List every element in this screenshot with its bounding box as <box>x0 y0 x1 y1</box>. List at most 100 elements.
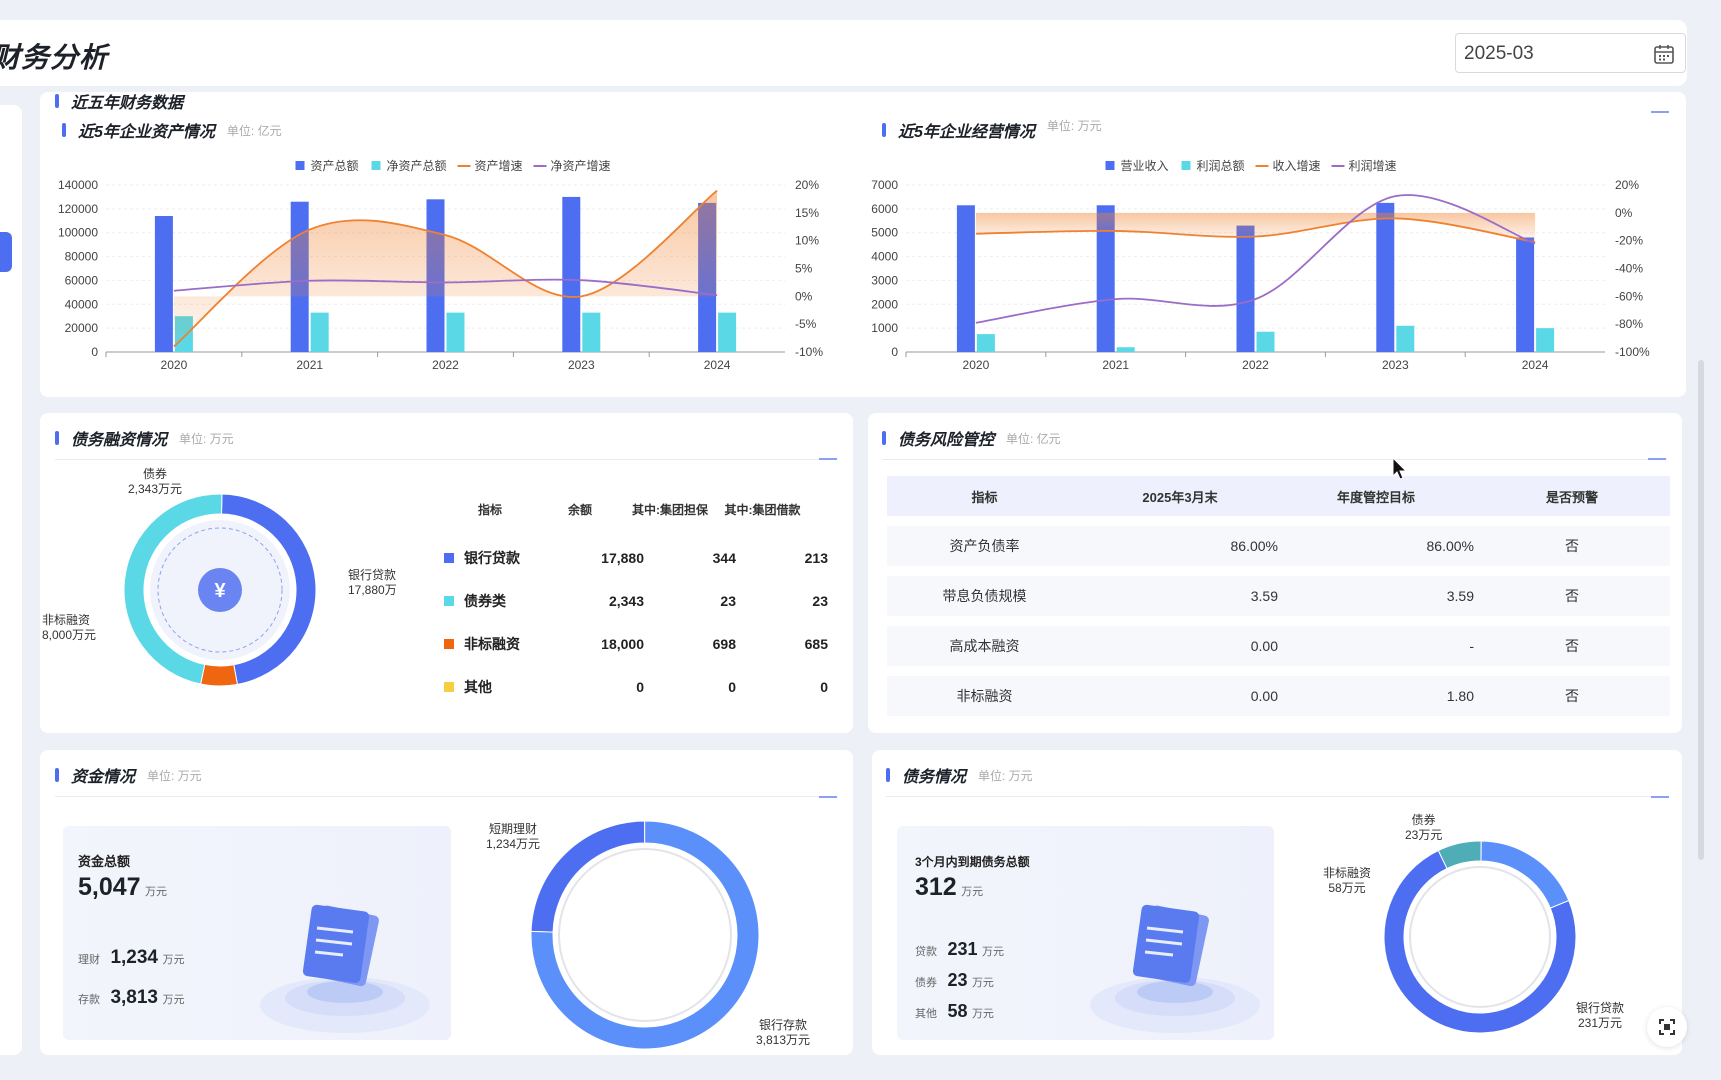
funds-header: 资金情况 单位: 万元 <box>55 763 202 787</box>
debt-financing-table-header: 指标 余额 其中:集团担保 其中:集团借款 <box>440 501 805 518</box>
row-guarantee: 23 <box>720 593 736 609</box>
y2-tick-label: 0% <box>795 289 813 303</box>
donut-slice <box>123 493 223 685</box>
row-name: 债券类 <box>464 593 506 609</box>
unit-label: 单位: 万元 <box>978 768 1033 783</box>
collapse-toggle[interactable] <box>1651 111 1669 113</box>
collapse-toggle[interactable] <box>819 458 837 460</box>
legend-swatch <box>295 161 305 170</box>
side-panel-tab[interactable] <box>0 232 12 272</box>
cell-march: 0.00 <box>1250 688 1278 704</box>
x-tick-label: 2024 <box>704 358 731 372</box>
y2-tick-label: -5% <box>795 317 817 331</box>
y2-tick-label: 20% <box>795 178 819 192</box>
x-tick-label: 2023 <box>568 358 595 372</box>
cell-target: - <box>1469 638 1474 654</box>
row-loan: 0 <box>820 679 828 695</box>
table-row: 银行贷款 17,880 344 213 <box>444 548 828 568</box>
bar <box>956 205 975 352</box>
y-tick-label: 40000 <box>65 297 99 311</box>
debt-financing-header: 债务融资情况 单位: 万元 <box>55 426 234 450</box>
fullscreen-button[interactable] <box>1647 1007 1687 1047</box>
debt-donut <box>1383 840 1577 1034</box>
funds-donut <box>530 820 760 1050</box>
side-panel <box>0 105 22 1055</box>
col-march: 2025年3月末 <box>1142 489 1218 505</box>
row-guarantee: 344 <box>712 550 736 566</box>
funds-total-label: 资金总额 <box>78 854 131 869</box>
cell-indicator: 高成本融资 <box>949 638 1020 654</box>
cell-warning: 否 <box>1565 588 1579 604</box>
section-title: 债务融资情况 <box>71 432 168 449</box>
divider <box>882 459 1667 460</box>
section-title: 债务情况 <box>902 769 967 786</box>
finance-five-year-header: 近五年财务数据 <box>55 89 183 113</box>
bar <box>1116 347 1135 352</box>
donut-label-bond: 债券 23万元 <box>1405 813 1443 842</box>
scrollbar[interactable] <box>1698 360 1704 860</box>
collapse-toggle[interactable] <box>1651 796 1669 798</box>
y-tick-label: 120000 <box>58 202 98 216</box>
bar <box>1256 331 1275 352</box>
y-tick-label: 20000 <box>65 321 99 335</box>
cell-indicator: 非标融资 <box>956 688 1013 704</box>
legend-swatch <box>1105 161 1115 170</box>
donut-label-bank: 银行贷款 231万元 <box>1576 1001 1625 1030</box>
col-balance: 余额 <box>567 503 592 517</box>
y-tick-label: 1000 <box>871 321 898 335</box>
row-loan: 23 <box>812 593 828 609</box>
y2-tick-label: -10% <box>795 345 823 359</box>
bar <box>562 196 581 352</box>
y-tick-label: 2000 <box>871 297 898 311</box>
section-title: 资金情况 <box>71 769 136 786</box>
cell-warning: 否 <box>1565 688 1579 704</box>
donut-label-nonstd: 非标融资 8,000万元 <box>42 613 97 642</box>
debt-header: 债务情况 单位: 万元 <box>886 763 1033 787</box>
y-tick-label: 0 <box>91 345 98 359</box>
table-row: 其他 0 0 0 <box>444 677 828 697</box>
row-name: 其他 <box>464 679 492 695</box>
bar <box>1536 328 1555 352</box>
bar <box>1376 202 1395 352</box>
x-tick-label: 2024 <box>1522 358 1549 372</box>
legend-swatch <box>444 553 454 563</box>
debt-item-loan: 贷款 231 万元 <box>915 939 1004 959</box>
legend-swatch <box>444 682 454 692</box>
bar <box>446 312 465 352</box>
bar <box>582 312 601 352</box>
col-indicator: 指标 <box>477 503 502 517</box>
debt-financing-donut: ¥ <box>123 493 317 687</box>
section-title: 近五年财务数据 <box>71 95 184 112</box>
month-picker[interactable]: 2025-03 <box>1455 33 1686 73</box>
divider <box>55 459 838 460</box>
area-fill <box>975 212 1536 243</box>
mouse-cursor-icon <box>1392 457 1408 480</box>
risk-control-header: 债务风险管控 单位: 亿元 <box>882 426 1061 450</box>
bar <box>976 334 995 352</box>
donut-label-bond: 债券 2,343万元 <box>128 467 183 496</box>
bar <box>154 216 173 352</box>
series-line <box>173 278 718 297</box>
debt-item-other: 其他 58 万元 <box>915 1001 994 1021</box>
collapse-toggle[interactable] <box>819 796 837 798</box>
bar <box>718 312 737 352</box>
y-tick-label: 60000 <box>65 273 99 287</box>
bar <box>1516 237 1535 352</box>
top-bar: 财务分析 2025-03 <box>0 20 1687 86</box>
month-picker-value: 2025-03 <box>1464 43 1534 64</box>
donut-center <box>558 848 732 1022</box>
coin-symbol: ¥ <box>214 580 226 602</box>
donut-slice <box>530 820 760 1050</box>
oper-chart-header: 近5年企业经营情况 单位: 万元 <box>882 118 1102 142</box>
donut-ring <box>157 527 283 653</box>
bar <box>1236 225 1255 352</box>
series-line <box>975 217 1536 243</box>
legend-label: 利润增速 <box>1349 159 1397 173</box>
table-row: 债券类 2,343 23 23 <box>444 591 828 611</box>
col-indicator: 指标 <box>971 489 998 505</box>
calendar-icon[interactable] <box>1653 43 1675 70</box>
collapse-toggle[interactable] <box>1648 458 1666 460</box>
legend-label: 净资产总额 <box>387 159 447 173</box>
cell-warning: 否 <box>1565 538 1579 554</box>
donut-label-nonstd: 非标融资 58万元 <box>1323 866 1372 895</box>
